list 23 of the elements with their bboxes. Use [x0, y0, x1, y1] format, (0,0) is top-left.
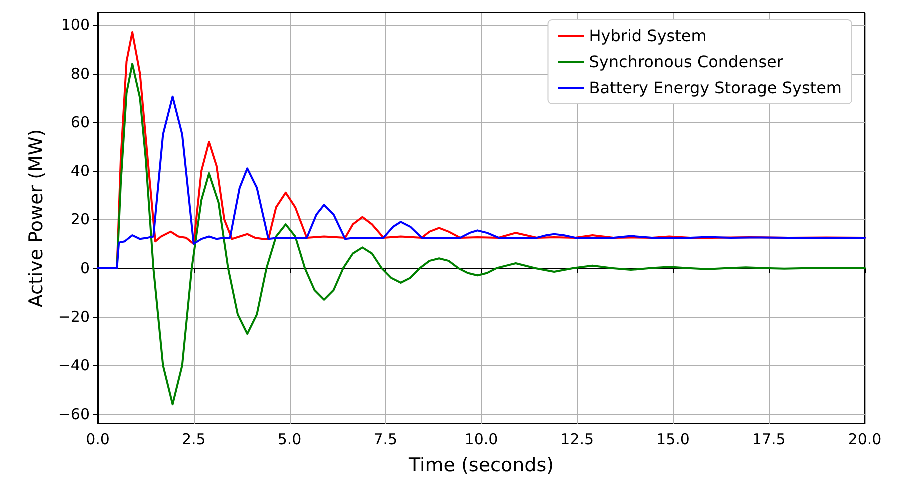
y-tick-label: 60 [70, 113, 90, 132]
y-tick-label: −40 [58, 356, 90, 375]
y-tick-label: −20 [58, 308, 90, 326]
y-tick-label: 20 [70, 210, 90, 229]
x-tick-label: 15.0 [656, 430, 690, 448]
y-tick-label: 0 [80, 259, 90, 278]
x-tick-label: 20.0 [848, 430, 882, 448]
y-tick-label: −60 [58, 405, 90, 424]
legend-label: Synchronous Condenser [589, 52, 784, 72]
x-axis-title: Time (seconds) [408, 454, 554, 476]
x-tick-label: 7.5 [374, 430, 398, 448]
legend-label: Hybrid System [589, 26, 707, 46]
legend-label: Battery Energy Storage System [589, 78, 842, 98]
y-axis-title: Active Power (MW) [26, 129, 48, 308]
x-tick-label: 12.5 [560, 430, 594, 448]
y-tick-label: 80 [70, 64, 90, 83]
x-tick-label: 2.5 [182, 430, 206, 448]
x-tick-label: 0.0 [86, 430, 110, 448]
x-tick-label: 10.0 [464, 430, 498, 448]
x-tick-label: 5.0 [278, 430, 302, 448]
y-tick-label: 100 [61, 16, 90, 34]
x-tick-label: 17.5 [752, 430, 786, 448]
y-tick-label: 40 [70, 162, 90, 180]
